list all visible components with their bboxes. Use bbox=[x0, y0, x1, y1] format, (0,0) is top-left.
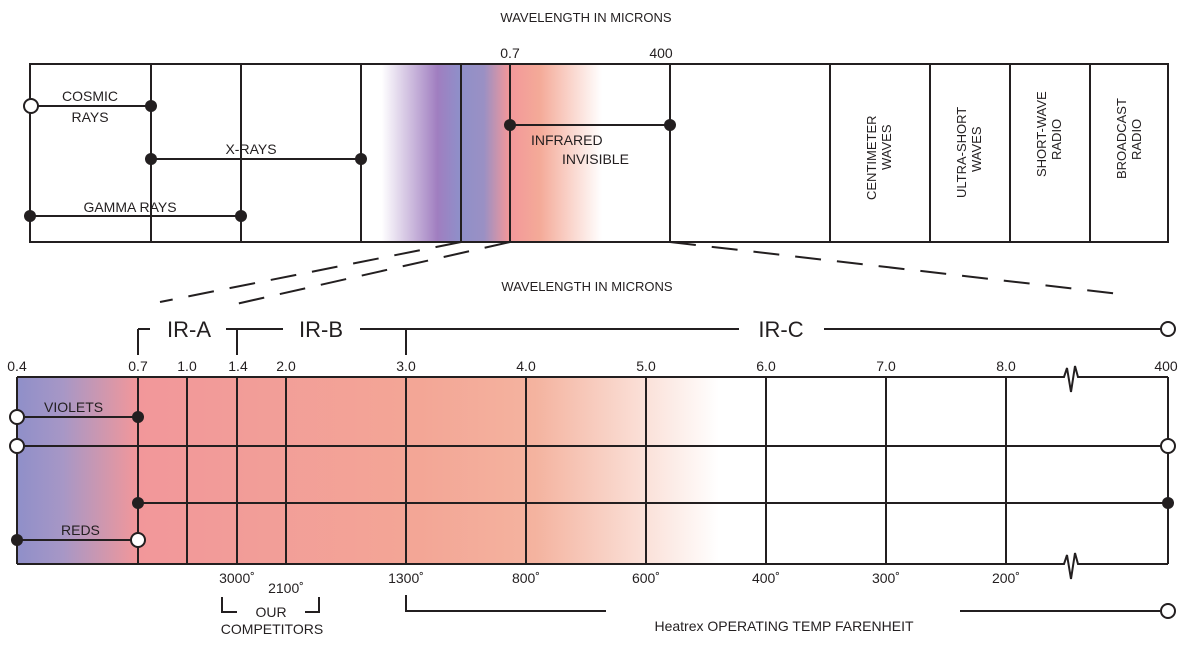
reds-start-dot bbox=[11, 534, 23, 546]
wavelength-ticks: 0.4 0.7 1.0 1.4 2.0 3.0 4.0 5.0 6.0 7.0 … bbox=[7, 358, 1178, 374]
competitors-bracket bbox=[221, 597, 320, 613]
temp-tick-2100: 2100˚ bbox=[268, 580, 304, 596]
violets-label: VIOLETS bbox=[44, 399, 103, 415]
temp-tick-600: 600˚ bbox=[632, 570, 660, 586]
ir-a-label-bg bbox=[150, 314, 226, 344]
ir-b-label: IR-B bbox=[299, 317, 343, 342]
bottom-title: WAVELENGTH IN MICRONS bbox=[501, 279, 673, 294]
band-broadcast-line2: RADIO bbox=[1129, 119, 1144, 160]
top-title: WAVELENGTH IN MICRONS bbox=[500, 10, 672, 25]
ir-c-label: IR-C bbox=[758, 317, 803, 342]
temp-tick-200: 200˚ bbox=[992, 570, 1020, 586]
wl-tick-5-0: 5.0 bbox=[636, 358, 656, 374]
zoom-dash-2 bbox=[235, 241, 511, 305]
infrared-start-dot bbox=[504, 119, 516, 131]
band-centimeter-line2: WAVES bbox=[879, 124, 894, 170]
wl-tick-4-0: 4.0 bbox=[516, 358, 536, 374]
band-ultra-short-line2: WAVES bbox=[969, 126, 984, 172]
wl-tick-1-0: 1.0 bbox=[177, 358, 197, 374]
bottom-dividers bbox=[137, 377, 1007, 564]
wl-tick-0-4: 0.4 bbox=[7, 358, 27, 374]
band-broadcast-line1: BROADCAST bbox=[1114, 98, 1129, 179]
band-short-wave-line1: SHORT-WAVE bbox=[1034, 91, 1049, 177]
heatrex-operating-label: Heatrex OPERATING TEMP FARENHEIT bbox=[654, 618, 914, 634]
invisible-label: INVISIBLE bbox=[562, 151, 629, 167]
wl-tick-8-0: 8.0 bbox=[996, 358, 1016, 374]
violets-end-dot bbox=[132, 411, 144, 423]
ir-span-start-dot bbox=[132, 497, 144, 509]
wl-tick-7-0: 7.0 bbox=[876, 358, 896, 374]
heatrex-bracket-end-dot bbox=[1160, 603, 1176, 619]
x-rays-end-dot bbox=[355, 153, 367, 165]
our-label: OUR bbox=[255, 604, 286, 620]
ir-span-end-dot bbox=[1162, 497, 1174, 509]
cosmic-rays-start-dot bbox=[23, 98, 39, 114]
competitors-label: COMPETITORS bbox=[221, 621, 323, 637]
zoom-dash-3 bbox=[669, 241, 1121, 295]
temp-tick-1300: 1300˚ bbox=[388, 570, 424, 586]
wl-tick-3-0: 3.0 bbox=[396, 358, 416, 374]
reds-label: REDS bbox=[61, 522, 100, 538]
x-rays-start-dot bbox=[145, 153, 157, 165]
infrared-label: INFRARED bbox=[531, 132, 603, 148]
wl-tick-2-0: 2.0 bbox=[276, 358, 296, 374]
ir-bracket-end-dot bbox=[1160, 321, 1176, 337]
wl-tick-6-0: 6.0 bbox=[756, 358, 776, 374]
ir-b-label-bg bbox=[283, 314, 360, 344]
top-dividers bbox=[150, 64, 1091, 242]
wl-tick-400: 400 bbox=[1154, 358, 1178, 374]
rays-label: RAYS bbox=[71, 109, 108, 125]
wl-tick-0-7: 0.7 bbox=[128, 358, 148, 374]
wl-tick-1-4: 1.4 bbox=[228, 358, 248, 374]
gamma-rays-label: GAMMA RAYS bbox=[83, 199, 176, 215]
zoom-dash-1 bbox=[159, 241, 462, 303]
top-tick-400: 400 bbox=[649, 45, 673, 61]
top-gradient-fill bbox=[361, 64, 670, 242]
x-rays-label: X-RAYS bbox=[225, 141, 276, 157]
cosmic-label: COSMIC bbox=[62, 88, 118, 104]
ir-a-label: IR-A bbox=[167, 317, 211, 342]
ir-c-label-bg bbox=[739, 314, 824, 344]
gamma-rays-start-dot bbox=[24, 210, 36, 222]
top-chart-frame bbox=[29, 63, 1169, 243]
temp-tick-400: 400˚ bbox=[752, 570, 780, 586]
gamma-rays-end-dot bbox=[235, 210, 247, 222]
violets-start-dot bbox=[9, 409, 25, 425]
full-span-start-dot bbox=[9, 438, 25, 454]
heatrex-bracket bbox=[405, 595, 606, 612]
band-ultra-short-line1: ULTRA-SHORT bbox=[954, 107, 969, 198]
temperature-ticks: 3000˚ 2100˚ 1300˚ 800˚ 600˚ 400˚ 300˚ 20… bbox=[219, 570, 1020, 596]
temp-tick-3000: 3000˚ bbox=[219, 570, 255, 586]
band-centimeter-line1: CENTIMETER bbox=[864, 116, 879, 201]
cosmic-rays-end-dot bbox=[145, 100, 157, 112]
infrared-end-dot bbox=[664, 119, 676, 131]
top-tick-0-7: 0.7 bbox=[500, 45, 520, 61]
bottom-gradient-fill bbox=[17, 377, 1168, 564]
temp-tick-800: 800˚ bbox=[512, 570, 540, 586]
full-span-end-dot bbox=[1160, 438, 1176, 454]
temp-tick-300: 300˚ bbox=[872, 570, 900, 586]
band-short-wave-line2: RADIO bbox=[1049, 119, 1064, 160]
reds-end-dot bbox=[130, 532, 146, 548]
